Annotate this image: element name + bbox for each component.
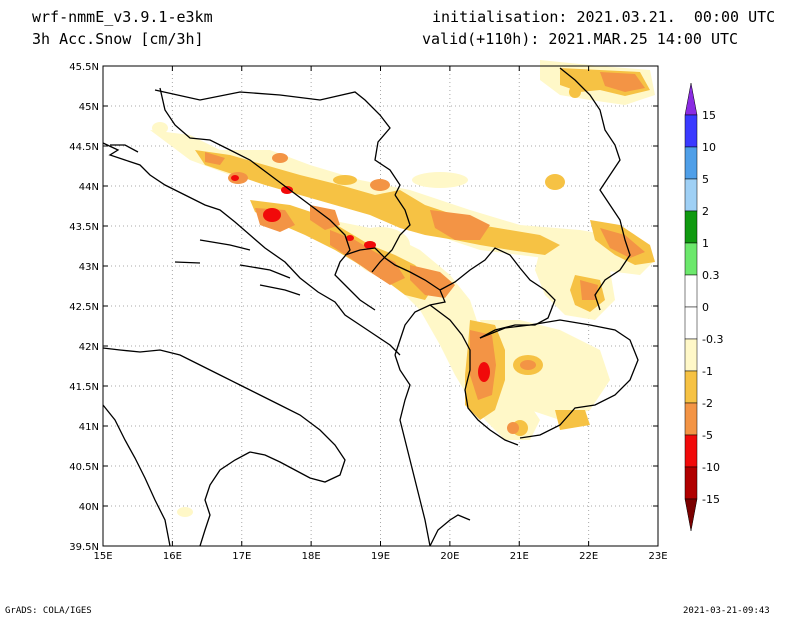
colorbar-bottom-arrow: [684, 498, 698, 532]
coastline-albania: [394, 354, 431, 547]
colorbar-segment: [684, 114, 698, 148]
macedonia-border: [479, 319, 639, 439]
kosovo-border: [439, 247, 556, 339]
island-3: [259, 284, 301, 296]
island-1: [199, 239, 251, 251]
colorbar-label: 15: [702, 109, 716, 122]
lat-tick-label: 40N: [79, 502, 99, 513]
colorbar-label: 10: [702, 141, 716, 154]
island-5: [110, 144, 139, 153]
lat-tick-label: 42N: [79, 342, 99, 353]
colorbar-segment: [684, 434, 698, 468]
colorbar-segment: [684, 178, 698, 212]
borders-coastlines: [102, 67, 639, 547]
lat-tick-label: 44N: [79, 182, 99, 193]
coastline-greece: [429, 514, 471, 547]
colorbar-segment: [684, 466, 698, 500]
colorbar-label: -5: [702, 429, 713, 442]
model-title: wrf-nmmE_v3.9.1-e3km: [32, 8, 213, 26]
lon-tick-label: 20E: [440, 551, 459, 562]
lon-tick-label: 19E: [371, 551, 390, 562]
footer-timestamp: 2021-03-21-09:43: [683, 606, 770, 616]
coastline-italy-west: [102, 404, 171, 547]
lat-tick-label: 41N: [79, 422, 99, 433]
field-title: 3h Acc.Snow [cm/3h]: [32, 30, 204, 48]
lat-tick-label: 45N: [79, 102, 99, 113]
colorbar-segment: [684, 306, 698, 340]
colorbar-segment: [684, 210, 698, 244]
valid-time: valid(+110h): 2021.MAR.25 14:00 UTC: [422, 30, 739, 48]
snow-high-band: [231, 175, 490, 382]
lat-tick-label: 41.5N: [69, 382, 99, 393]
colorbar: 15 10 5 2 1 0.3 0 -0.3 -1 -2 -5 -10 -15: [684, 82, 723, 532]
montenegro-border: [344, 247, 446, 356]
island-2: [239, 264, 291, 279]
colorbar-label: -0.3: [702, 333, 723, 346]
serbia-bulgaria-border: [559, 67, 631, 311]
lon-tick-label: 22E: [579, 551, 598, 562]
albania-border: [429, 304, 519, 446]
colorbar-top-arrow: [684, 82, 698, 116]
lat-tick-label: 44.5N: [69, 142, 99, 153]
colorbar-label: -1: [702, 365, 713, 378]
lat-tick-label: 45.5N: [69, 62, 99, 73]
colorbar-segment: [684, 242, 698, 276]
croatia-bosnia-border: [154, 89, 401, 196]
lon-tick-label: 18E: [302, 551, 321, 562]
colorbar-label: 2: [702, 205, 709, 218]
axis-ticks: 15E 16E 17E 18E 19E 20E 21E 22E 23E 45.5N 45N 44.5N…: [69, 62, 667, 562]
colorbar-label: -10: [702, 461, 720, 474]
colorbar-label: 5: [702, 173, 709, 186]
lon-tick-label: 23E: [648, 551, 667, 562]
island-4: [174, 261, 201, 264]
colorbar-label: -2: [702, 397, 713, 410]
colorbar-segment: [684, 338, 698, 372]
lat-tick-label: 40.5N: [69, 462, 99, 473]
colorbar-label: 0: [702, 301, 709, 314]
lon-tick-label: 17E: [232, 551, 251, 562]
bosnia-serbia-border: [371, 194, 411, 273]
lat-tick-label: 42.5N: [69, 302, 99, 313]
colorbar-segment: [684, 402, 698, 436]
colorbar-segment: [684, 274, 698, 308]
coastline-italy-east: [102, 347, 346, 483]
coastline-croatia: [102, 142, 401, 356]
coastline-italy-south: [199, 451, 251, 547]
lat-tick-label: 43N: [79, 262, 99, 273]
lon-tick-label: 15E: [93, 551, 112, 562]
colorbar-label: 1: [702, 237, 709, 250]
snow-shading: [150, 60, 655, 517]
lat-tick-label: 39.5N: [69, 542, 99, 553]
lat-tick-label: 43.5N: [69, 222, 99, 233]
colorbar-label: -15: [702, 493, 720, 506]
lon-tick-label: 21E: [510, 551, 529, 562]
colorbar-label: 0.3: [702, 269, 720, 282]
init-time: initialisation: 2021.03.21. 00:00 UTC: [432, 8, 776, 26]
lon-tick-label: 16E: [163, 551, 182, 562]
footer-credit: GrADS: COLA/IGES: [5, 606, 92, 616]
colorbar-segment: [684, 370, 698, 404]
bosnia-border-north: [159, 87, 376, 311]
colorbar-segment: [684, 146, 698, 180]
